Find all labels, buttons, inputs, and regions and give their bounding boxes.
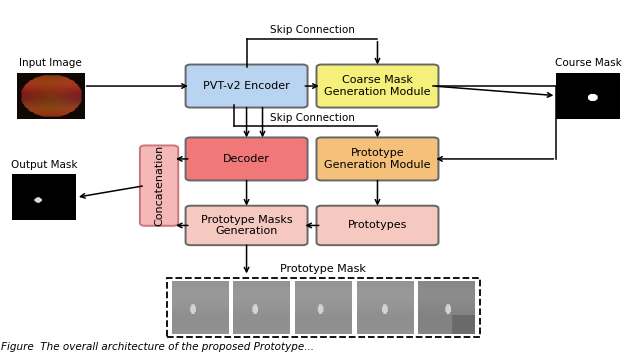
Text: Prototype
Generation Module: Prototype Generation Module xyxy=(324,148,431,170)
Bar xyxy=(167,278,479,337)
Text: Input Image: Input Image xyxy=(19,58,81,68)
FancyBboxPatch shape xyxy=(317,206,438,245)
Text: Prototype Mask: Prototype Mask xyxy=(280,264,366,274)
FancyBboxPatch shape xyxy=(186,137,308,180)
FancyBboxPatch shape xyxy=(140,145,178,226)
FancyBboxPatch shape xyxy=(186,206,308,245)
Text: Decoder: Decoder xyxy=(223,154,270,164)
Text: Coarse Mask
Generation Module: Coarse Mask Generation Module xyxy=(324,75,431,97)
Text: Concatenation: Concatenation xyxy=(154,145,164,226)
FancyBboxPatch shape xyxy=(186,65,308,107)
Text: Skip Connection: Skip Connection xyxy=(269,25,355,35)
Text: Course Mask: Course Mask xyxy=(555,58,621,68)
FancyBboxPatch shape xyxy=(317,137,438,180)
Text: Prototype Masks
Generation: Prototype Masks Generation xyxy=(201,215,292,236)
Text: PVT-v2 Encoder: PVT-v2 Encoder xyxy=(203,81,290,91)
Text: Output Mask: Output Mask xyxy=(11,160,77,170)
Text: Prototypes: Prototypes xyxy=(348,220,407,230)
FancyBboxPatch shape xyxy=(317,65,438,107)
Text: Skip Connection: Skip Connection xyxy=(269,113,355,123)
Text: Figure  The overall architecture of the proposed Prototype...: Figure The overall architecture of the p… xyxy=(1,342,314,352)
